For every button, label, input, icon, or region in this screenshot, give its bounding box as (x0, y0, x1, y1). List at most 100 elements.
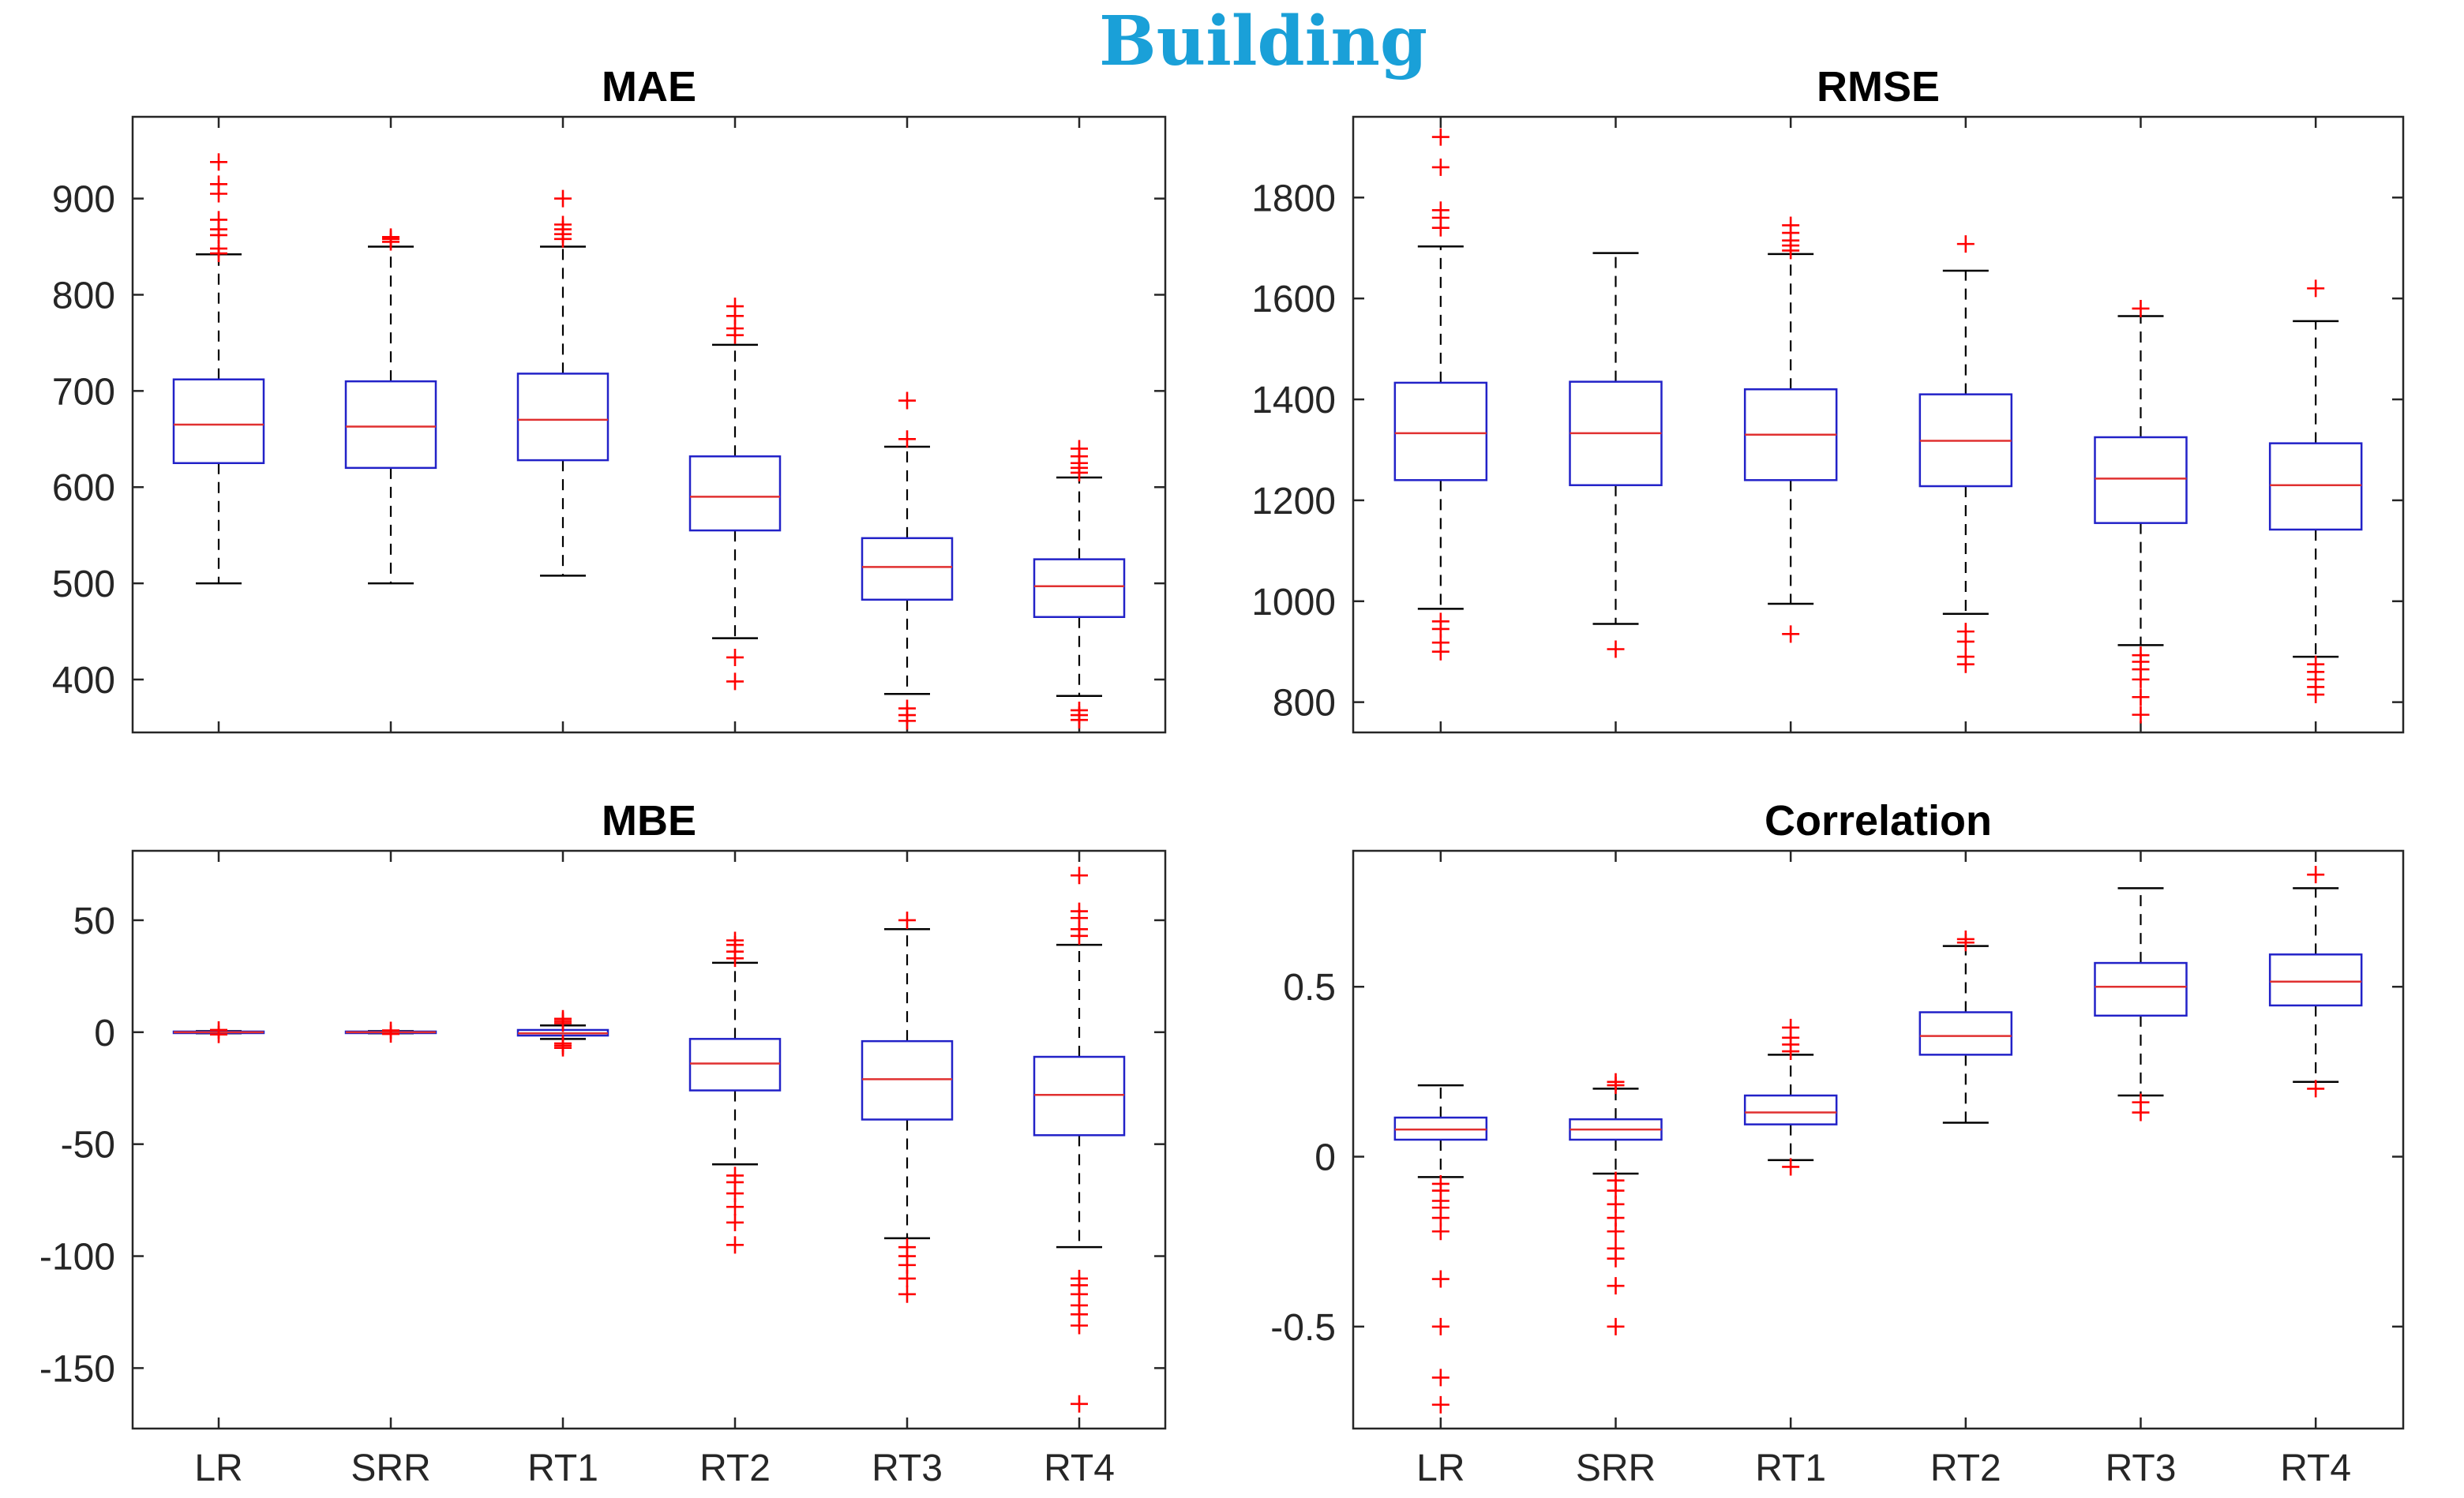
iqr-box (861, 1039, 954, 1121)
outlier-marker (726, 931, 744, 949)
outlier-marker (1607, 1277, 1625, 1295)
box-lr (172, 153, 265, 585)
box-rt4 (1033, 440, 1126, 729)
iqr-box (2268, 953, 2363, 1007)
iqr-box (861, 537, 954, 601)
outlier-marker (2307, 866, 2325, 884)
outlier-marker (898, 391, 916, 410)
outlier-marker (1782, 1018, 1800, 1036)
box-rt4 (2268, 279, 2363, 704)
box-srr (344, 228, 437, 585)
y-tick-label: 50 (73, 901, 115, 942)
box-rt1 (1743, 1018, 1838, 1176)
panel-rmse: RMSE 800 1000 1200 1400 1600 1800 (1251, 63, 2405, 734)
iqr-box (2268, 442, 2363, 531)
box-srr (344, 1021, 437, 1043)
panel-mbe: MBE -150 -100 -50 0 50 LR SRR RT1 RT2 RT3 RT4 (39, 797, 1167, 1489)
outlier-marker (898, 699, 916, 717)
box-lr (1393, 1084, 1488, 1414)
outlier-marker (2307, 279, 2325, 298)
panel-mae: MAE 400 500 600 700 800 900 (52, 63, 1167, 734)
outlier-marker (1071, 902, 1088, 920)
panel-title-rmse: RMSE (1817, 63, 1940, 110)
outlier-marker (898, 1238, 916, 1256)
outlier-marker (726, 672, 744, 691)
panel-title-mae: MAE (602, 63, 696, 110)
outlier-marker (1431, 201, 1450, 219)
box-rt2 (1918, 930, 2013, 1124)
outlier-marker (726, 298, 744, 316)
x-tick-label-lr: LR (194, 1447, 242, 1489)
box-rt2 (688, 298, 782, 691)
box-rt2 (688, 931, 782, 1254)
y-tick-label: 1000 (1251, 582, 1336, 624)
box-rt1 (1743, 216, 1838, 643)
iqr-box (516, 373, 609, 462)
iqr-box (688, 1038, 782, 1092)
outlier-marker (2132, 688, 2150, 706)
box-srr (1569, 252, 1663, 658)
y-tick-label: 800 (1273, 683, 1336, 725)
outlier-marker (1071, 701, 1088, 719)
x-tick-label-rt1: RT1 (527, 1447, 598, 1489)
outlier-marker (898, 430, 916, 448)
outlier-marker (898, 1285, 916, 1303)
subplots-grid: MAE400500600700800900RMSE800100012001400… (39, 63, 2405, 1489)
outlier-marker (2307, 655, 2325, 673)
y-tick-label: -100 (39, 1237, 115, 1279)
outlier-marker (1071, 1395, 1088, 1413)
iqr-box (1918, 1011, 2013, 1056)
axes-frame (131, 115, 1167, 734)
outlier-marker (1782, 1158, 1800, 1176)
outlier-marker (2132, 646, 2150, 665)
outlier-marker (726, 648, 744, 666)
outlier-marker (1431, 1369, 1450, 1387)
panel-title-correlation: Correlation (1765, 797, 1992, 844)
outlier-marker (2132, 1093, 2150, 1111)
x-tick-label-rt2: RT2 (699, 1447, 771, 1489)
outlier-marker (1956, 930, 1975, 948)
box-rt2 (1918, 235, 2013, 673)
y-tick-label: 400 (52, 660, 115, 702)
outlier-marker (1431, 1270, 1450, 1288)
outlier-marker (1071, 867, 1088, 885)
outlier-marker (726, 1167, 744, 1185)
outlier-marker (1431, 1317, 1450, 1335)
box-lr (172, 1021, 265, 1043)
outlier-marker (554, 215, 572, 234)
y-tick-label: 0 (94, 1013, 115, 1054)
y-tick-label: 500 (52, 564, 115, 605)
outlier-marker (2132, 299, 2150, 317)
y-tick-label: 0.5 (1283, 967, 1336, 1009)
outlier-marker (1431, 612, 1450, 631)
outlier-marker (554, 189, 572, 208)
box-rt3 (2094, 887, 2188, 1122)
outlier-marker (1071, 440, 1088, 458)
y-tick-label: 1600 (1251, 279, 1336, 320)
box-rt3 (2094, 299, 2188, 724)
outlier-marker (1431, 158, 1450, 176)
outlier-marker (554, 1009, 572, 1028)
y-tick-label: 700 (52, 371, 115, 413)
y-tick-label: -0.5 (1270, 1307, 1336, 1349)
x-tick-label-rt1: RT1 (1755, 1447, 1826, 1489)
outlier-marker (1431, 128, 1450, 146)
outlier-marker (726, 1236, 744, 1254)
iqr-box (2094, 436, 2188, 524)
y-tick-label: 1200 (1251, 481, 1336, 522)
outlier-marker (1071, 1269, 1088, 1287)
outlier-marker (1431, 1223, 1450, 1241)
box-rt3 (861, 391, 954, 730)
outlier-marker (1607, 640, 1625, 658)
y-tick-label: -150 (39, 1348, 115, 1390)
y-tick-label: 0 (1315, 1137, 1336, 1179)
outlier-marker (554, 1035, 572, 1052)
box-rt4 (1033, 867, 1126, 1413)
outlier-marker (1607, 1073, 1625, 1091)
outlier-marker (382, 228, 399, 246)
outlier-marker (726, 1213, 744, 1231)
iqr-box (172, 378, 265, 464)
x-tick-label-rt4: RT4 (2280, 1447, 2351, 1489)
box-rt3 (861, 911, 954, 1303)
